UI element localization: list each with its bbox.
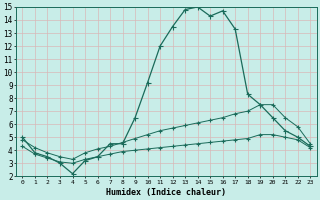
- X-axis label: Humidex (Indice chaleur): Humidex (Indice chaleur): [106, 188, 226, 197]
